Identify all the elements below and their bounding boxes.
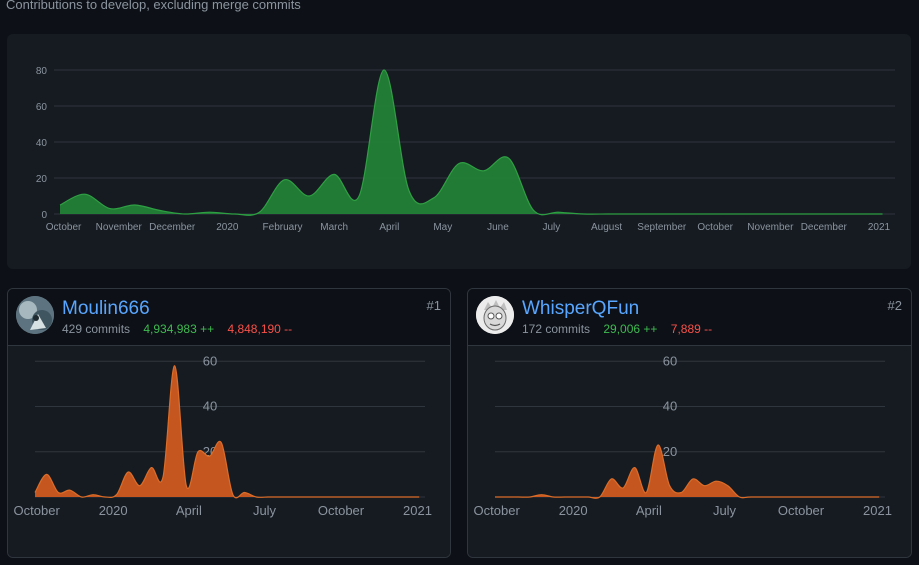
contributor-card-header: WhisperQFun 172 commits 29,006 ++ 7,889 …: [468, 289, 911, 346]
x-tick-label: April: [636, 503, 662, 518]
x-tick-label: March: [320, 222, 348, 233]
y-tick-label: 40: [36, 138, 48, 149]
contributions-area: [495, 444, 880, 499]
contributor-card-1: Moulin666 429 commits 4,934,983 ++ 4,848…: [7, 288, 451, 558]
y-tick-label: 60: [203, 353, 217, 368]
x-tick-label: February: [263, 222, 303, 233]
contributor-name-link[interactable]: Moulin666: [62, 298, 150, 319]
x-tick-label: October: [778, 503, 825, 518]
x-tick-label: September: [637, 222, 687, 233]
commit-count-link[interactable]: 172 commits: [522, 322, 591, 336]
y-tick-label: 60: [36, 102, 48, 113]
x-tick-label: July: [713, 503, 737, 518]
x-tick-label: July: [542, 222, 560, 233]
x-tick-label: 2020: [559, 503, 588, 518]
x-tick-label: 2021: [863, 503, 892, 518]
overall-contributions-chart: 0 20 40 60 80 October November December 2020 Febr…: [36, 66, 895, 233]
x-tick-label: October: [318, 503, 365, 518]
contributor-card-header: Moulin666 429 commits 4,934,983 ++ 4,848…: [8, 289, 450, 346]
x-tick-label: December: [801, 222, 848, 233]
x-tick-label: November: [96, 222, 143, 233]
x-tick-label: 2020: [99, 503, 128, 518]
y-tick-label: 0: [41, 210, 47, 221]
x-tick-label: July: [253, 503, 277, 518]
contributor-2-chart: 20 40 60 October 2020 April July October 2021: [474, 353, 892, 518]
x-tick-label: October: [474, 503, 521, 518]
overall-contributions-chart-panel: 0 20 40 60 80 October November December 2020 Febr…: [7, 34, 911, 269]
y-tick-label: 20: [36, 174, 48, 185]
contributor-name-link[interactable]: WhisperQFun: [522, 298, 640, 319]
avatar-image-icon: [476, 296, 514, 334]
x-tick-label: May: [433, 222, 452, 233]
deletions-count: 4,848,190 --: [227, 322, 293, 336]
contributions-area: [35, 365, 420, 498]
contributions-area: [60, 69, 883, 216]
y-tick-label: 40: [663, 399, 677, 414]
contributor-stats: 172 commits 29,006 ++ 7,889 --: [522, 322, 712, 336]
y-tick-label: 40: [203, 399, 217, 414]
commit-count-link[interactable]: 429 commits: [62, 322, 131, 336]
additions-count: 4,934,983 ++: [143, 322, 215, 336]
x-tick-label: October: [14, 503, 61, 518]
y-tick-label: 80: [36, 66, 48, 77]
contributions-line: [495, 444, 880, 499]
additions-count: 29,006 ++: [603, 322, 658, 336]
contributor-chart-area: 20 40 60 October 2020 April July October 2021: [468, 346, 911, 557]
x-tick-label: 2021: [403, 503, 432, 518]
x-tick-label: August: [591, 222, 622, 233]
x-tick-label: November: [747, 222, 794, 233]
contributor-chart-area: 20 40 60 October 2020 April July October 2021: [8, 346, 450, 557]
avatar[interactable]: [476, 296, 514, 334]
x-tick-label: 2021: [868, 222, 891, 233]
y-tick-label: 60: [663, 353, 677, 368]
contributor-rank: #1: [426, 298, 441, 313]
avatar[interactable]: [16, 296, 54, 334]
x-tick-label: December: [149, 222, 196, 233]
x-tick-label: October: [46, 222, 82, 233]
x-tick-label: October: [697, 222, 733, 233]
x-tick-label: April: [379, 222, 399, 233]
contributor-stats: 429 commits 4,934,983 ++ 4,848,190 --: [62, 322, 292, 336]
contributions-subtitle: Contributions to develop, excluding merg…: [6, 0, 301, 12]
avatar-image-icon: [16, 296, 54, 334]
contributor-card-2: WhisperQFun 172 commits 29,006 ++ 7,889 …: [467, 288, 912, 558]
contributions-line: [59, 69, 883, 216]
contributions-line: [34, 365, 420, 499]
y-tick-label: 20: [663, 444, 677, 459]
deletions-count: 7,889 --: [670, 322, 713, 336]
x-tick-label: June: [487, 222, 509, 233]
x-tick-label: 2020: [216, 222, 239, 233]
x-tick-label: April: [176, 503, 202, 518]
contributor-rank: #2: [887, 298, 902, 313]
